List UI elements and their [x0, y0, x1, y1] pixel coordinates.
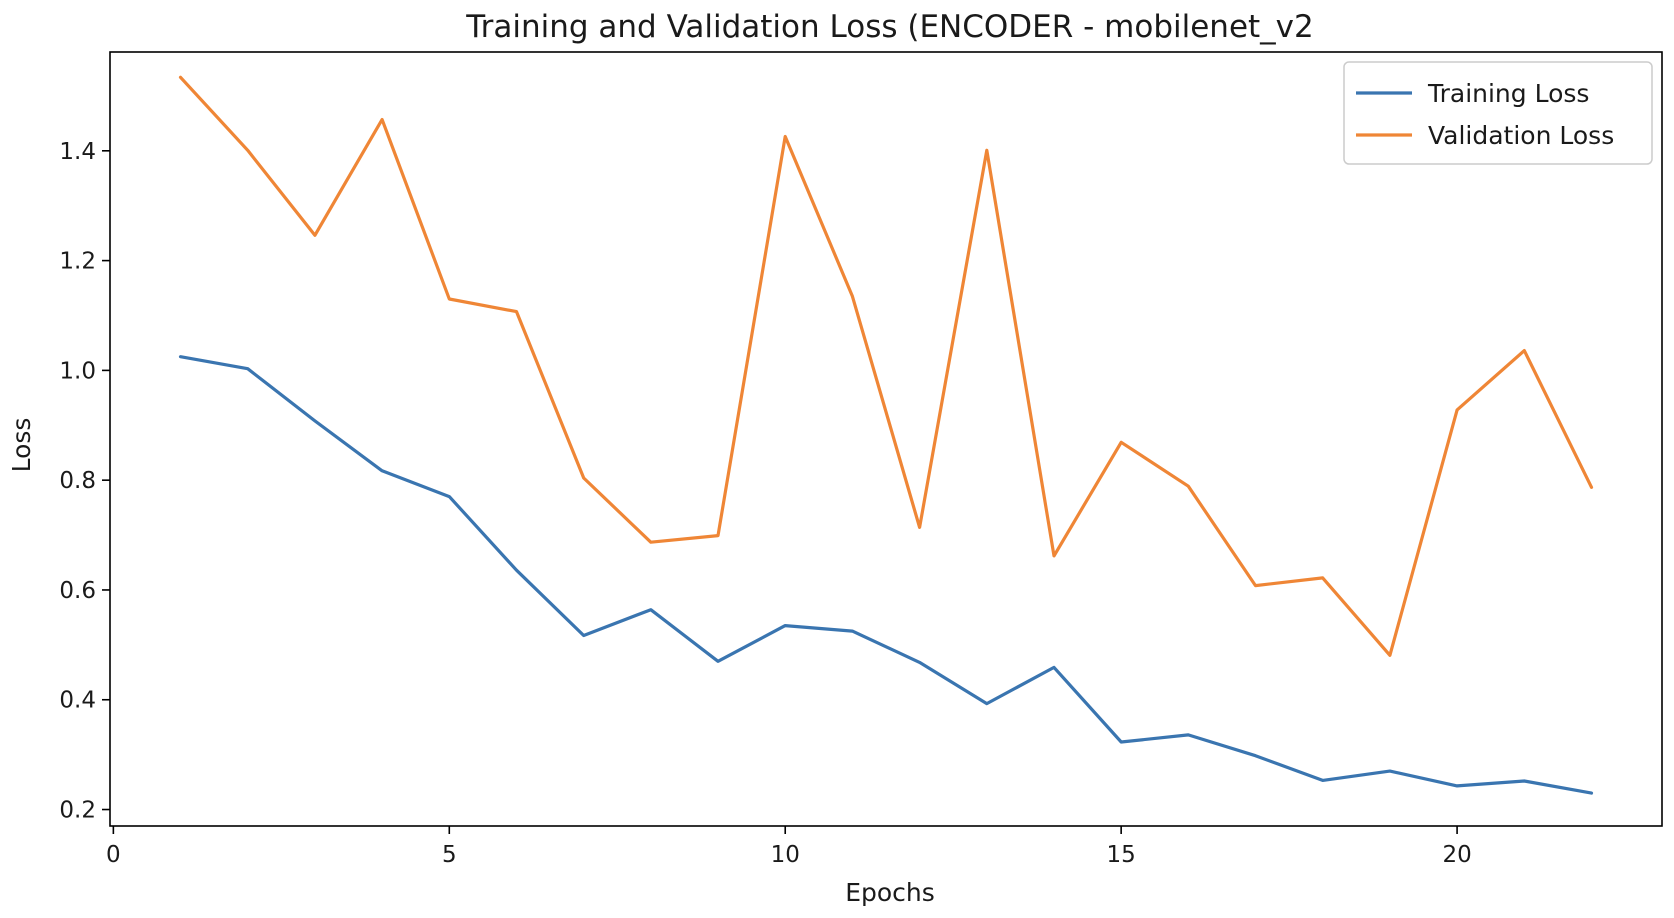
x-tick-label: 0	[106, 842, 121, 868]
x-tick-label: 5	[442, 842, 457, 868]
y-tick-label: 1.2	[59, 249, 96, 275]
y-tick-label: 0.4	[59, 688, 96, 714]
legend-box	[1343, 61, 1653, 165]
y-tick-label: 1.4	[59, 139, 96, 165]
y-tick-label: 1.0	[59, 358, 96, 384]
plot-area	[178, 75, 1594, 795]
x-tick-label: 10	[771, 842, 800, 868]
x-axis-label: Epochs	[845, 878, 935, 907]
legend: Training Loss Validation Loss	[1343, 61, 1653, 165]
axes: 0 5 10 15 20 0.2 0.4 0.6 0.8 1.0 1.2 1.4	[59, 51, 1663, 868]
x-tick-label: 20	[1442, 842, 1471, 868]
chart-title: Training and Validation Loss (ENCODER - …	[465, 9, 1314, 45]
legend-label-0: Training Loss	[1427, 79, 1589, 108]
plot-frame	[109, 51, 1663, 827]
legend-label-1: Validation Loss	[1428, 121, 1614, 150]
y-tick-label: 0.8	[59, 468, 96, 494]
y-tick-label: 0.6	[59, 578, 96, 604]
x-tick-label: 15	[1107, 842, 1136, 868]
y-axis-label: Loss	[7, 418, 36, 473]
y-tick-label: 0.2	[59, 798, 96, 824]
series-line-1	[178, 75, 1594, 657]
series-line-0	[178, 355, 1594, 795]
